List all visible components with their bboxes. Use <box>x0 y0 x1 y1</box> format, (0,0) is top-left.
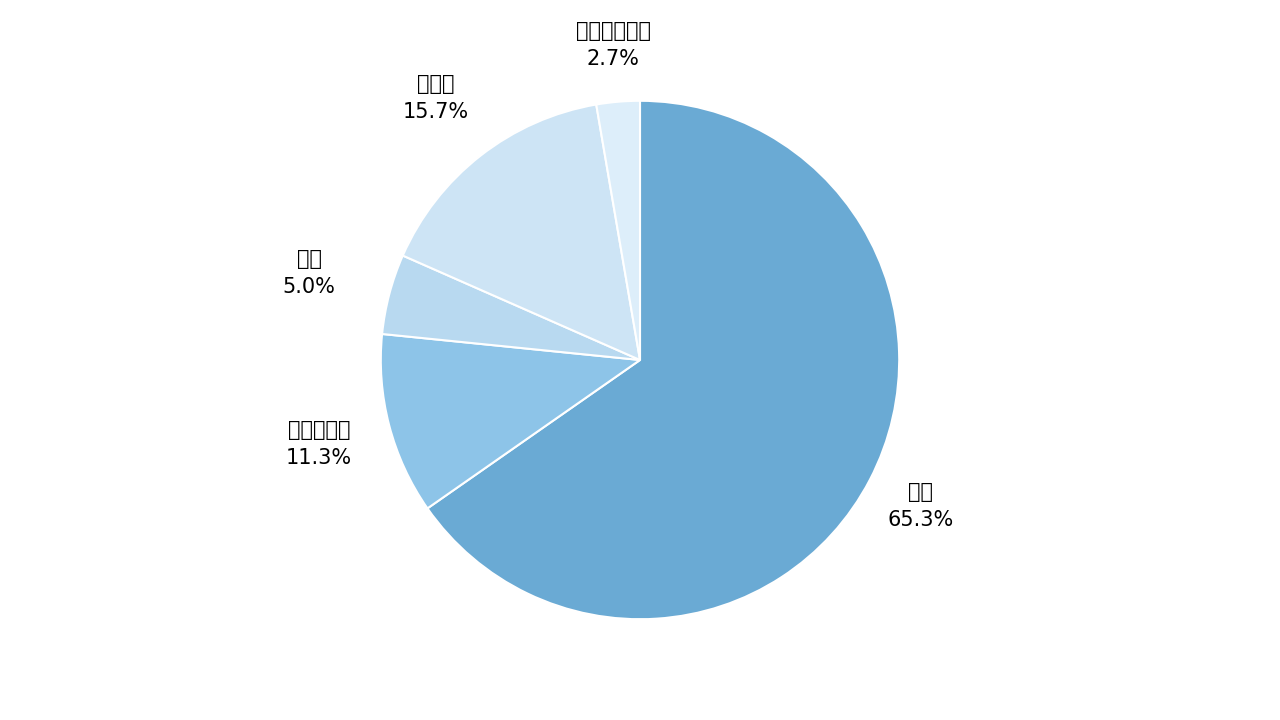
Text: とても多い
11.3%: とても多い 11.3% <box>285 420 352 467</box>
Wedge shape <box>381 334 640 508</box>
Text: 少ない
15.7%: 少ない 15.7% <box>403 74 468 122</box>
Text: 適切
65.3%: 適切 65.3% <box>887 482 954 530</box>
Wedge shape <box>596 101 640 360</box>
Wedge shape <box>403 104 640 360</box>
Wedge shape <box>428 101 899 619</box>
Text: 多い
5.0%: 多い 5.0% <box>283 249 335 297</box>
Text: とても少ない
2.7%: とても少ない 2.7% <box>576 21 650 69</box>
Wedge shape <box>383 256 640 360</box>
